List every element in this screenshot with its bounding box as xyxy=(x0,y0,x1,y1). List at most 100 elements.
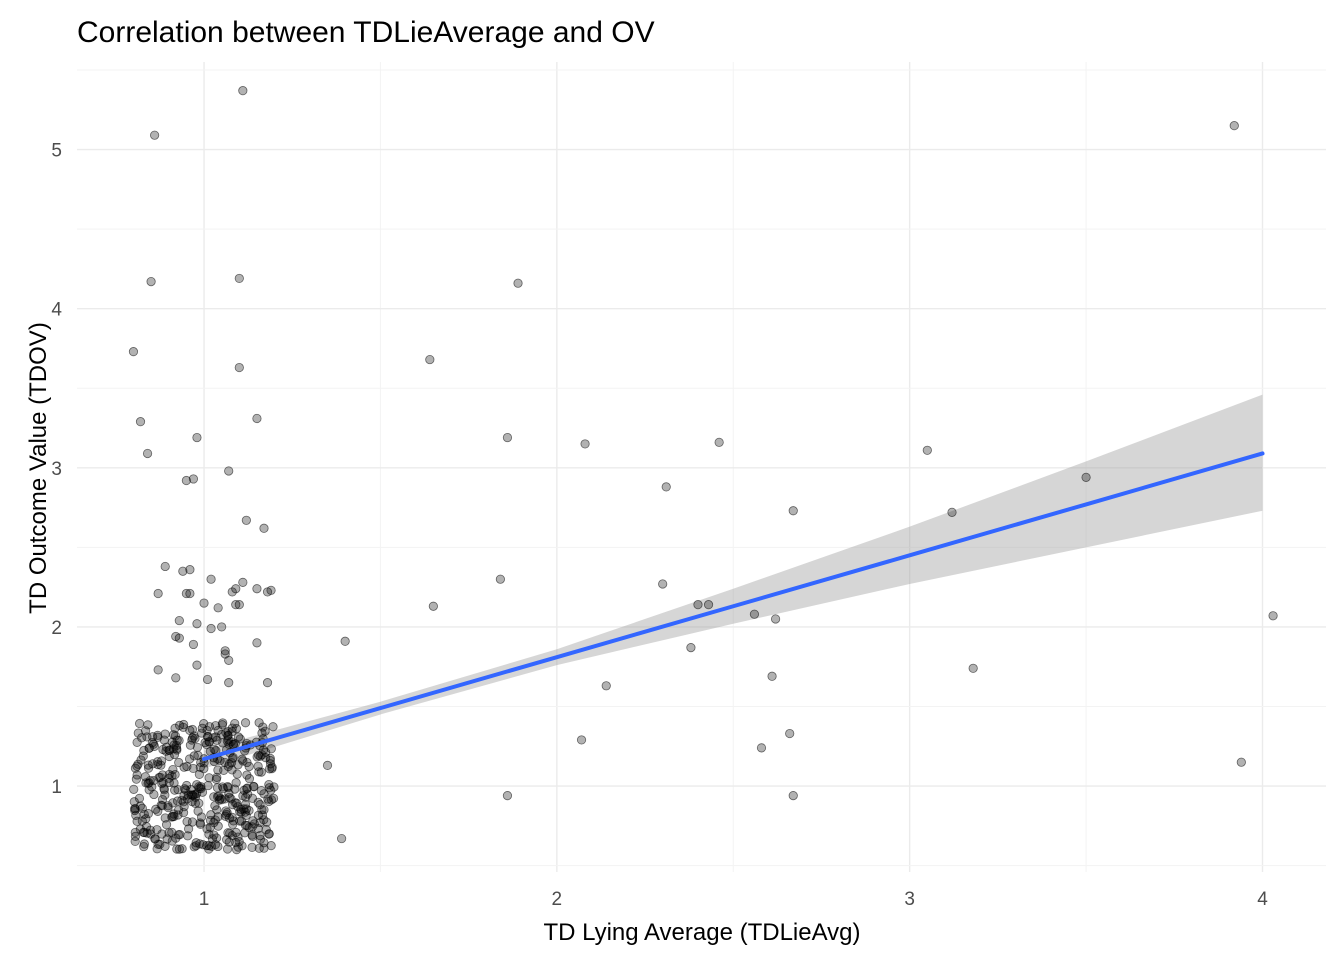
data-point xyxy=(191,789,202,799)
data-point xyxy=(170,731,181,741)
data-point xyxy=(266,744,276,754)
data-point xyxy=(425,354,435,365)
regression-line-path xyxy=(202,451,1265,762)
data-point xyxy=(223,730,233,740)
data-point xyxy=(153,730,163,740)
data-point xyxy=(922,445,932,455)
data-point xyxy=(238,577,248,587)
data-point xyxy=(185,740,196,750)
data-point xyxy=(181,785,191,795)
regression-line xyxy=(202,451,1265,762)
data-point xyxy=(189,731,199,741)
data-point xyxy=(240,718,251,728)
data-point xyxy=(185,588,195,599)
data-point xyxy=(139,809,149,819)
data-point xyxy=(1268,611,1278,621)
data-point xyxy=(601,681,611,691)
data-point xyxy=(265,753,275,763)
data-point xyxy=(130,804,140,814)
data-point xyxy=(199,719,209,729)
data-point xyxy=(185,565,195,575)
data-point xyxy=(259,843,269,853)
data-point xyxy=(252,752,262,762)
data-point xyxy=(249,781,259,792)
data-point xyxy=(144,743,154,753)
data-point xyxy=(337,833,347,844)
grid xyxy=(77,62,1326,872)
data-point xyxy=(703,600,714,610)
data-point xyxy=(173,785,183,795)
data-point xyxy=(153,757,163,767)
data-point xyxy=(132,816,142,826)
data-point xyxy=(152,825,162,835)
data-point xyxy=(264,779,274,790)
data-point xyxy=(174,615,184,626)
data-point xyxy=(231,837,241,848)
data-point xyxy=(249,819,259,829)
y-tick-label: 1 xyxy=(51,777,62,798)
data-point xyxy=(161,820,172,830)
data-point xyxy=(222,844,233,854)
data-point xyxy=(502,791,513,801)
data-point xyxy=(192,660,202,670)
data-point xyxy=(135,718,145,729)
data-point xyxy=(213,821,223,831)
data-point xyxy=(137,733,147,743)
data-point xyxy=(661,482,671,492)
y-tick-label: 5 xyxy=(51,141,62,162)
data-point xyxy=(133,728,143,738)
data-point xyxy=(213,812,223,822)
data-points xyxy=(128,86,1278,855)
data-point xyxy=(212,805,222,815)
data-point xyxy=(428,601,438,611)
data-point xyxy=(252,638,262,648)
data-point xyxy=(224,678,234,688)
data-point xyxy=(173,810,183,820)
data-point xyxy=(268,722,278,732)
data-point xyxy=(224,837,234,847)
data-point xyxy=(749,609,760,619)
x-axis-title: TD Lying Average (TDLieAvg) xyxy=(543,919,860,946)
data-point xyxy=(234,273,244,284)
data-point xyxy=(221,809,232,820)
data-point xyxy=(132,770,142,780)
data-point xyxy=(767,671,777,681)
data-point xyxy=(234,837,244,847)
data-point xyxy=(182,761,192,772)
x-tick-label: 1 xyxy=(199,889,210,910)
data-point xyxy=(254,750,264,760)
data-point xyxy=(153,588,163,599)
data-point xyxy=(160,561,170,572)
data-point xyxy=(213,603,223,613)
data-point xyxy=(269,782,279,792)
data-point xyxy=(128,347,139,357)
data-point xyxy=(129,784,139,794)
data-point xyxy=(1229,121,1239,131)
data-point xyxy=(172,744,182,754)
data-point xyxy=(212,772,222,782)
data-point xyxy=(169,749,180,760)
data-point xyxy=(194,782,204,792)
data-point xyxy=(262,678,273,688)
confidence-band-area xyxy=(204,394,1263,769)
data-point xyxy=(153,806,163,816)
data-point xyxy=(202,674,213,685)
data-point xyxy=(217,795,227,805)
data-point xyxy=(174,844,185,854)
data-point xyxy=(192,432,202,443)
data-point xyxy=(264,783,274,793)
data-point xyxy=(220,646,230,656)
data-point xyxy=(224,466,234,476)
data-point xyxy=(1081,472,1091,482)
data-point xyxy=(143,720,153,730)
data-point xyxy=(204,773,214,783)
data-point xyxy=(203,780,213,791)
data-point xyxy=(231,584,241,594)
data-point xyxy=(156,760,166,770)
chart-title: Correlation between TDLieAverage and OV xyxy=(77,16,655,49)
data-point xyxy=(130,831,141,841)
data-point xyxy=(495,574,505,584)
data-point xyxy=(576,735,587,745)
data-point xyxy=(195,839,205,849)
y-tick-label: 4 xyxy=(51,300,62,321)
